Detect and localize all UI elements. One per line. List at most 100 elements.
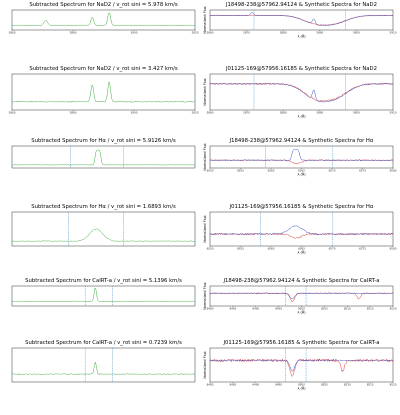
panel-title: Subtracted Spectrum for CaIRT-a / v_rot … <box>25 340 182 346</box>
y-axis-label: Normalized Flux <box>203 282 207 309</box>
panel-title: Subtracted Spectrum for CaIRT-a / v_rot … <box>25 278 182 284</box>
x-tick-label: 8480 <box>207 383 214 387</box>
x-tick-label: 8485 <box>229 383 236 387</box>
x-tick-label: 5880 <box>70 111 77 115</box>
plot-frame <box>209 9 394 31</box>
series-synthetic <box>210 225 393 235</box>
panel-title: J18498-238@57962.94124 & Synthetic Spect… <box>222 278 379 284</box>
x-tick-label: 8510 <box>344 307 351 311</box>
x-tick-label: 8520 <box>390 307 397 311</box>
x-tick-label: 5910 <box>390 31 397 35</box>
x-tick-label: 5860 <box>207 31 214 35</box>
panel-title: Subtracted Spectrum for Hα / v_rot sini … <box>31 138 176 144</box>
series-subtracted <box>12 12 195 26</box>
plot-frame <box>209 145 394 169</box>
panel-ha-sub-left: Subtracted Spectrum for Hα / v_rot sini … <box>11 138 196 169</box>
series-subtracted <box>12 228 195 242</box>
panel-title: J18498-238@57962.94124 & Synthetic Spect… <box>225 2 377 8</box>
plot-frame <box>11 9 196 31</box>
series-synthetic <box>210 292 393 299</box>
panel-ha-syn-left: J18498-238@57962.94124 & Synthetic Spect… <box>203 138 397 176</box>
x-tick-label: 8505 <box>321 383 328 387</box>
y-axis-label: Normalized Flux <box>203 215 207 242</box>
x-tick-label: 6565 <box>298 247 305 251</box>
panel-cairt-syn-right: J01125-169@57956.16185 & Synthetic Spect… <box>203 340 397 390</box>
plot-frame <box>11 285 196 307</box>
series-observed <box>210 159 393 165</box>
x-tick-label: 5860 <box>9 31 16 35</box>
x-tick-label: 6560 <box>268 247 275 251</box>
x-tick-label: 8495 <box>275 307 282 311</box>
panel-title: J01125-169@57956.16185 & Synthetic Spect… <box>222 340 379 346</box>
panel-cairt-sub-left: Subtracted Spectrum for CaIRT-a / v_rot … <box>11 278 196 307</box>
x-tick-label: 6550 <box>207 169 214 173</box>
plot-frame <box>209 347 394 383</box>
x-tick-label: 8500 <box>298 307 305 311</box>
x-tick-label: 8490 <box>252 383 259 387</box>
x-tick-label: 5890 <box>316 111 323 115</box>
panel-nad2-sub-left: Subtracted Spectrum for NaD2 / v_rot sin… <box>9 2 199 35</box>
panel-cairt-syn-left: J18498-238@57962.94124 & Synthetic Spect… <box>203 278 397 314</box>
panel-nad2-syn-left: J18498-238@57962.94124 & Synthetic Spect… <box>203 2 397 38</box>
series-synthetic <box>210 359 393 372</box>
x-tick-label: 5900 <box>131 111 138 115</box>
panel-ha-syn-right: J01125-169@57956.16185 & Synthetic Spect… <box>203 204 397 254</box>
plot-frame <box>11 145 196 169</box>
x-tick-label: 6565 <box>298 169 305 173</box>
series-subtracted <box>12 81 195 103</box>
x-axis-label: λ (Å) <box>297 385 306 390</box>
panel-title: Subtracted Spectrum for NaD2 / v_rot sin… <box>29 2 178 8</box>
x-axis-label: λ (Å) <box>297 113 306 118</box>
series-synthetic <box>210 11 393 26</box>
panel-nad2-syn-right: J01125-169@57956.16185 & Synthetic Spect… <box>203 66 397 118</box>
y-axis-label: Normalized Flux <box>203 143 207 170</box>
x-tick-label: 8490 <box>252 307 259 311</box>
x-axis-label: λ (Å) <box>297 171 306 176</box>
series-synthetic <box>210 83 393 103</box>
panel-nad2-sub-right: Subtracted Spectrum for NaD2 / v_rot sin… <box>9 66 199 115</box>
x-tick-label: 5900 <box>353 31 360 35</box>
series-synthetic <box>210 148 393 161</box>
panel-ha-sub-right: Subtracted Spectrum for Hα / v_rot sini … <box>11 204 196 247</box>
y-axis-label: Normalized Flux <box>203 6 207 33</box>
x-tick-label: 5880 <box>70 31 77 35</box>
series-subtracted <box>12 149 195 166</box>
plot-frame <box>209 285 394 307</box>
x-tick-label: 5860 <box>9 111 16 115</box>
plot-frame <box>11 73 196 111</box>
x-tick-label: 8520 <box>390 383 397 387</box>
x-tick-label: 5880 <box>280 111 287 115</box>
series-subtracted <box>12 287 195 302</box>
x-axis-label: λ (Å) <box>297 33 306 38</box>
x-tick-label: 8515 <box>367 383 374 387</box>
x-tick-label: 5870 <box>243 111 250 115</box>
plot-frame <box>11 211 196 247</box>
x-tick-label: 6580 <box>390 169 397 173</box>
x-tick-label: 6570 <box>329 247 336 251</box>
x-tick-label: 5900 <box>353 111 360 115</box>
y-axis-label: Normalized Flux <box>203 351 207 378</box>
x-tick-label: 6555 <box>237 247 244 251</box>
x-tick-label: 5910 <box>390 111 397 115</box>
panel-title: J01125-169@57956.16185 & Synthetic Spect… <box>229 204 374 210</box>
y-axis-label: Normalized Flux <box>203 78 207 105</box>
panel-title: Subtracted Spectrum for NaD2 / v_rot sin… <box>29 66 178 72</box>
panel-title: J18498-238@57962.94124 & Synthetic Spect… <box>229 138 374 144</box>
x-tick-label: 6560 <box>268 169 275 173</box>
x-tick-label: 8505 <box>321 307 328 311</box>
plot-frame <box>11 347 196 383</box>
x-tick-label: 8485 <box>229 307 236 311</box>
x-axis-label: λ (Å) <box>297 249 306 254</box>
x-tick-label: 8480 <box>207 307 214 311</box>
panel-cairt-sub-right: Subtracted Spectrum for CaIRT-a / v_rot … <box>11 340 196 383</box>
x-tick-label: 8495 <box>275 383 282 387</box>
x-tick-label: 5890 <box>316 31 323 35</box>
panel-title: Subtracted Spectrum for Hα / v_rot sini … <box>31 204 176 210</box>
x-tick-label: 5920 <box>192 31 199 35</box>
series-subtracted <box>12 361 195 375</box>
panel-title: J01125-169@57956.16185 & Synthetic Spect… <box>225 66 377 72</box>
x-tick-label: 8500 <box>298 383 305 387</box>
x-axis-label: λ (Å) <box>297 309 306 314</box>
x-tick-label: 5920 <box>192 111 199 115</box>
